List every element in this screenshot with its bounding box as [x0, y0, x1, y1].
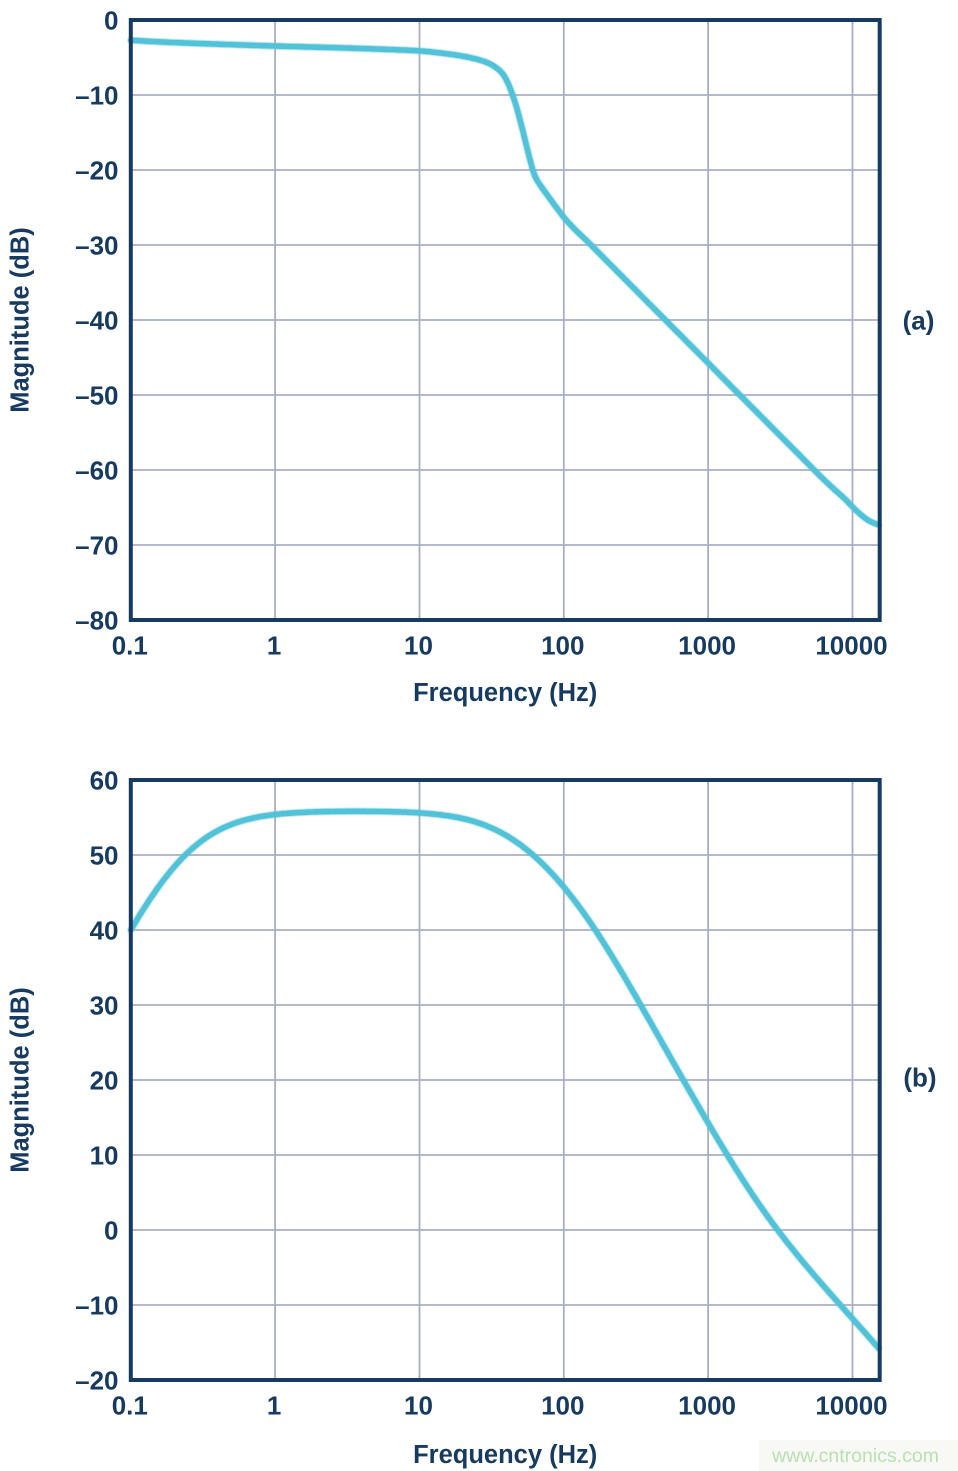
svg-text:1000: 1000	[678, 631, 736, 661]
svg-text:20: 20	[90, 1066, 119, 1096]
svg-text:10000: 10000	[815, 631, 887, 661]
svg-text:–60: –60	[75, 456, 118, 486]
svg-text:www.cntronics.com: www.cntronics.com	[771, 1445, 939, 1467]
svg-text:1: 1	[267, 631, 281, 661]
svg-text:–50: –50	[75, 381, 118, 411]
svg-text:–80: –80	[75, 606, 118, 636]
svg-text:–40: –40	[75, 306, 118, 336]
svg-text:–10: –10	[75, 81, 118, 111]
svg-text:0.1: 0.1	[112, 631, 148, 661]
svg-text:Magnitude (dB): Magnitude (dB)	[6, 987, 34, 1173]
svg-text:100: 100	[541, 1391, 584, 1421]
svg-text:–20: –20	[75, 1366, 118, 1396]
svg-text:0.1: 0.1	[112, 1391, 148, 1421]
svg-text:10: 10	[404, 631, 433, 661]
svg-text:10: 10	[404, 1391, 433, 1421]
svg-text:–30: –30	[75, 231, 118, 261]
svg-text:1000: 1000	[678, 1391, 736, 1421]
svg-text:Frequency (Hz): Frequency (Hz)	[413, 679, 597, 707]
svg-text:60: 60	[90, 766, 119, 796]
svg-text:Magnitude (dB): Magnitude (dB)	[6, 227, 34, 413]
svg-text:10000: 10000	[815, 1391, 887, 1421]
svg-text:50: 50	[90, 841, 119, 871]
svg-text:(a): (a)	[903, 306, 935, 336]
svg-text:(b): (b)	[903, 1063, 936, 1093]
svg-text:1: 1	[267, 1391, 281, 1421]
svg-text:30: 30	[90, 991, 119, 1021]
svg-text:10: 10	[90, 1141, 119, 1171]
svg-text:–10: –10	[75, 1291, 118, 1321]
svg-text:100: 100	[541, 631, 584, 661]
svg-text:0: 0	[104, 1216, 118, 1246]
svg-text:–20: –20	[75, 156, 118, 186]
svg-text:40: 40	[90, 916, 119, 946]
svg-text:0: 0	[104, 6, 118, 36]
svg-text:–70: –70	[75, 531, 118, 561]
svg-text:Frequency (Hz): Frequency (Hz)	[413, 1441, 597, 1469]
